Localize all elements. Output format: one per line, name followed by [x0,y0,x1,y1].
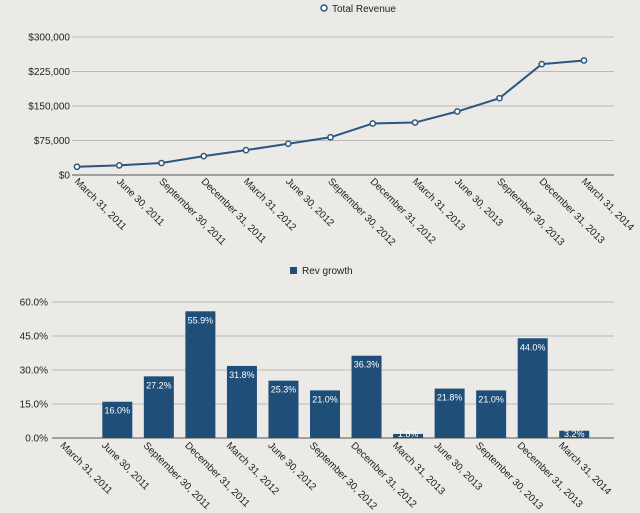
revenue-line-chart: Total Revenue $0$75,000$150,000$225,000$… [28,4,636,249]
data-point [453,108,461,115]
y-axis-ticks: $0 $75,000 $150,000 $225,000 $300,000 [28,33,70,182]
bar-data-label: 3.2% [564,429,585,439]
data-point [369,120,377,127]
y-tick-label: 45.0% [20,332,48,343]
bar-data-label: 55.9% [188,315,214,325]
bar-data-label: 16.0% [105,406,131,416]
y-tick-label: $0 [59,171,71,182]
bar [310,390,340,438]
data-point [538,60,546,68]
rev-growth-bar-chart: Rev growth 0.0% 15.0% 30.0% 45.0% 60.0% 16.0… [20,266,614,513]
bar-data-label: 1.8% [398,429,419,439]
legend-swatch-icon [290,267,297,274]
bar [226,365,257,438]
data-point [115,161,123,169]
legend-label: Total Revenue [332,4,396,15]
y-tick-label: $225,000 [28,67,70,78]
gridlines [72,36,614,176]
bar [517,338,548,438]
data-point [496,94,503,102]
data-point [158,159,165,167]
y-tick-label: $75,000 [34,136,71,147]
y-tick-label: $150,000 [28,102,70,113]
y-axis-ticks: 0.0% 15.0% 30.0% 45.0% 60.0% [20,298,48,445]
data-point [242,146,250,154]
bar [559,430,590,438]
y-tick-label: 15.0% [20,400,48,411]
bar [434,388,465,438]
data-point [73,163,81,171]
y-tick-label: 0.0% [25,434,48,445]
bar [476,390,507,438]
y-tick-label: 60.0% [20,298,48,309]
bar-data-label: 27.2% [146,380,172,390]
bar-data-label: 21.0% [478,394,504,404]
bar-data-label: 44.0% [520,342,546,352]
bar [268,380,299,438]
y-tick-label: 30.0% [20,366,48,377]
bar [351,355,382,438]
bar-data-label: 21.8% [437,393,463,403]
bar-data-labels: 16.0% 27.2% 55.9% 31.8% 25.3% 21.0% 36.3% 1.8% 2… [105,315,585,439]
data-point [284,140,292,148]
bar-data-label: 36.3% [354,360,380,370]
bars [102,311,590,438]
data-point [327,133,334,141]
bar [143,376,174,438]
legend-rev-growth: Rev growth [290,266,353,277]
legend-label: Rev growth [302,266,353,277]
y-tick-label: $300,000 [28,33,70,44]
data-points [73,57,588,171]
bar [102,401,133,438]
bar [393,433,424,438]
bar-data-label: 21.0% [312,394,338,404]
data-point [411,119,419,126]
bar-data-label: 31.8% [229,370,255,380]
data-point [200,152,208,160]
legend-marker-icon [320,4,328,12]
bar-data-label: 25.3% [271,385,297,395]
data-point [580,57,588,64]
legend-revenue: Total Revenue [320,4,396,15]
series-line-total-revenue [76,59,585,168]
bar [185,311,216,438]
